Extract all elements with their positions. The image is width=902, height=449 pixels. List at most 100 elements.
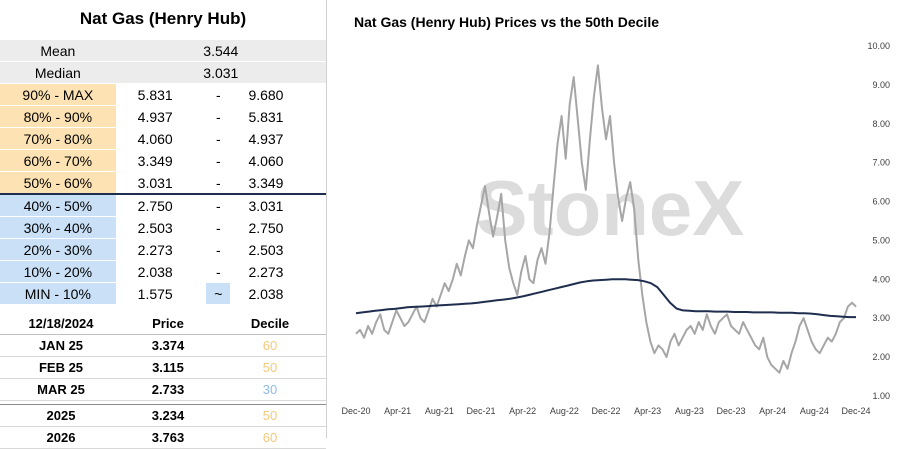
futures-table: 12/18/2024 Price Decile JAN 25 3.374 60 FEB 25… (0, 313, 326, 449)
contract-price: 3.374 (122, 334, 214, 357)
decile-label: 50% - 60% (0, 171, 116, 195)
decile-separator: - (206, 83, 231, 106)
x-tick-label: Aug-21 (425, 406, 454, 416)
price-chart: StoneX 1.00 2.00 3.00 4.00 5.00 6.00 7.00 8.00 9… (341, 41, 890, 416)
stat-row: Median 3.031 (0, 61, 326, 84)
contract-price: 2.733 (122, 378, 214, 401)
table-title: Nat Gas (Henry Hub) (79, 9, 247, 28)
decile-separator: - (206, 171, 231, 195)
header-decile: Decile (214, 313, 326, 335)
contract-decile: 60 (214, 334, 326, 357)
decile-high: 2.750 (230, 216, 326, 239)
decile-label: 90% - MAX (0, 83, 116, 106)
x-tick-label: Apr-21 (384, 406, 411, 416)
futures-row: 2025 3.234 50 (0, 404, 326, 427)
contract-label: FEB 25 (0, 356, 122, 379)
y-tick-label: 6.00 (872, 197, 890, 207)
decile-high: 2.273 (230, 260, 326, 283)
header-price: Price (122, 313, 214, 335)
x-tick-label: Apr-24 (759, 406, 786, 416)
futures-row: JAN 25 3.374 60 (0, 334, 326, 357)
x-tick-label: Dec-23 (716, 406, 745, 416)
y-tick-label: 5.00 (872, 235, 890, 245)
stat-label: Median (0, 61, 116, 84)
y-tick-label: 1.00 (872, 391, 890, 401)
decile-low: 4.060 (115, 127, 207, 150)
contract-decile: 50 (214, 404, 326, 427)
decile-low: 3.031 (115, 171, 207, 195)
x-tick-label: Dec-21 (466, 406, 495, 416)
decile-row: 10% - 20% 2.038-2.273 (0, 260, 326, 283)
decile-high: 3.031 (230, 193, 326, 217)
x-tick-label: Aug-22 (550, 406, 579, 416)
table-divider (0, 400, 326, 405)
decile-low: 2.038 (115, 260, 207, 283)
decile-row: 90% - MAX 5.831-9.680 (0, 83, 326, 106)
decile-low: 1.575 (115, 282, 207, 305)
decile-separator: - (206, 260, 231, 283)
decile-separator: - (206, 105, 231, 128)
contract-decile: 50 (214, 356, 326, 379)
decile-high: 5.831 (230, 105, 326, 128)
decile-separator: - (206, 127, 231, 150)
x-tick-label: Apr-23 (634, 406, 661, 416)
y-tick-label: 8.00 (872, 119, 890, 129)
stat-label: Mean (0, 40, 116, 62)
y-tick-label: 7.00 (872, 158, 890, 168)
y-tick-label: 10.00 (867, 41, 890, 51)
futures-header: 12/18/2024 Price Decile (0, 313, 326, 335)
decile-50th-line (355, 278, 856, 319)
decile-low: 2.273 (115, 238, 207, 261)
decile-label: 20% - 30% (0, 238, 116, 261)
decile-label: 10% - 20% (0, 260, 116, 283)
decile-separator: - (206, 193, 231, 217)
futures-row: FEB 25 3.115 50 (0, 356, 326, 379)
chart-panel: Nat Gas (Henry Hub) Prices vs the 50th D… (334, 0, 902, 438)
decile-row: 50% - 60% 3.031-3.349 (0, 171, 326, 195)
stat-value: 3.031 (115, 61, 326, 84)
y-tick-label: 9.00 (872, 80, 890, 90)
contract-label: JAN 25 (0, 334, 122, 357)
decile-high: 4.937 (230, 127, 326, 150)
decile-label: 40% - 50% (0, 193, 116, 217)
y-tick-label: 2.00 (872, 352, 890, 362)
y-tick-label: 3.00 (872, 313, 890, 323)
contract-price: 3.234 (122, 404, 214, 427)
decile-row: 20% - 30% 2.273-2.503 (0, 238, 326, 261)
decile-label: 60% - 70% (0, 149, 116, 172)
decile-separator: - (206, 216, 231, 239)
decile-low: 4.937 (115, 105, 207, 128)
x-tick-label: Apr-22 (509, 406, 536, 416)
decile-row: 40% - 50% 2.750-3.031 (0, 193, 326, 217)
decile-table-panel: Nat Gas (Henry Hub) Mean 3.544 Median 3.031… (0, 0, 327, 449)
contract-decile: 30 (214, 378, 326, 401)
stat-row: Mean 3.544 (0, 40, 326, 62)
x-tick-label: Aug-23 (675, 406, 704, 416)
x-tick-label: Aug-24 (800, 406, 829, 416)
price-series-line (355, 64, 857, 374)
decile-label: 30% - 40% (0, 216, 116, 239)
decile-high: 3.349 (230, 171, 326, 195)
decile-separator: - (206, 238, 231, 261)
contract-label: MAR 25 (0, 378, 122, 401)
contract-price: 3.115 (122, 356, 214, 379)
decile-low: 2.750 (115, 193, 207, 217)
decile-table: Mean 3.544 Median 3.031 90% - MAX 5.831-9.68… (0, 40, 326, 305)
decile-high: 2.503 (230, 238, 326, 261)
decile-low: 3.349 (115, 149, 207, 172)
x-tick-label: Dec-24 (841, 406, 870, 416)
contract-label: 2025 (0, 404, 122, 427)
decile-low: 5.831 (115, 83, 207, 106)
decile-label: MIN - 10% (0, 282, 116, 305)
decile-row: 80% - 90% 4.937-5.831 (0, 105, 326, 128)
decile-low: 2.503 (115, 216, 207, 239)
decile-row: 70% - 80% 4.060-4.937 (0, 127, 326, 150)
decile-high: 4.060 (230, 149, 326, 172)
futures-row: MAR 25 2.733 30 (0, 378, 326, 401)
stat-value: 3.544 (115, 40, 326, 62)
decile-row: MIN - 10% 1.575 ~2.038 (0, 282, 326, 305)
decile-high: 9.680 (230, 83, 326, 106)
decile-label: 80% - 90% (0, 105, 116, 128)
decile-separator: - (206, 149, 231, 172)
decile-high: 2.038 (230, 282, 326, 305)
